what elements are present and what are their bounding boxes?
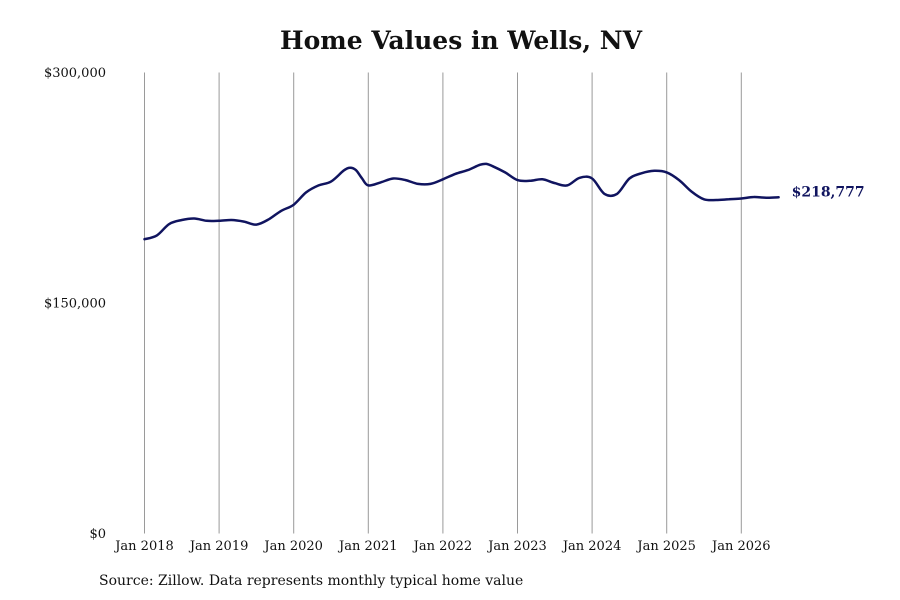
end-value-label: $218,777 xyxy=(792,184,865,200)
x-tick-label: Jan 2018 xyxy=(113,539,174,554)
x-tick-label: Jan 2024 xyxy=(561,539,622,554)
y-tick-label: $150,000 xyxy=(44,297,106,312)
y-tick-label: $300,000 xyxy=(44,66,106,81)
end-label-layer: $218,777 xyxy=(792,184,865,200)
chart-title: Home Values in Wells, NV xyxy=(279,26,643,55)
series-layer xyxy=(143,162,780,241)
grid-lines xyxy=(144,72,742,534)
x-axis-ticks: Jan 2018 Jan 2019 Jan 2020 Jan 2021 Jan 2022… xyxy=(113,539,770,554)
x-tick-label: Jan 2021 xyxy=(337,539,398,554)
x-tick-label: Jan 2023 xyxy=(486,539,547,554)
x-tick-label: Jan 2026 xyxy=(710,539,771,554)
y-axis-ticks: $0 $150,000 $300,000 xyxy=(44,66,106,542)
x-tick-label: Jan 2022 xyxy=(412,539,473,554)
x-tick-label: Jan 2020 xyxy=(262,539,323,554)
home-value-line xyxy=(143,162,780,241)
x-tick-label: Jan 2025 xyxy=(635,539,696,554)
x-tick-label: Jan 2019 xyxy=(188,539,249,554)
y-tick-label: $0 xyxy=(89,527,106,542)
source-note: Source: Zillow. Data represents monthly … xyxy=(99,573,524,589)
